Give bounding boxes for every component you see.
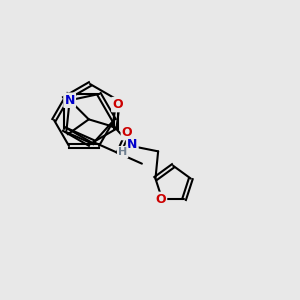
Text: O: O <box>122 126 132 139</box>
Text: H: H <box>118 147 127 157</box>
Text: O: O <box>155 193 166 206</box>
Text: O: O <box>112 98 123 111</box>
Text: N: N <box>127 138 137 151</box>
Text: N: N <box>64 94 75 107</box>
